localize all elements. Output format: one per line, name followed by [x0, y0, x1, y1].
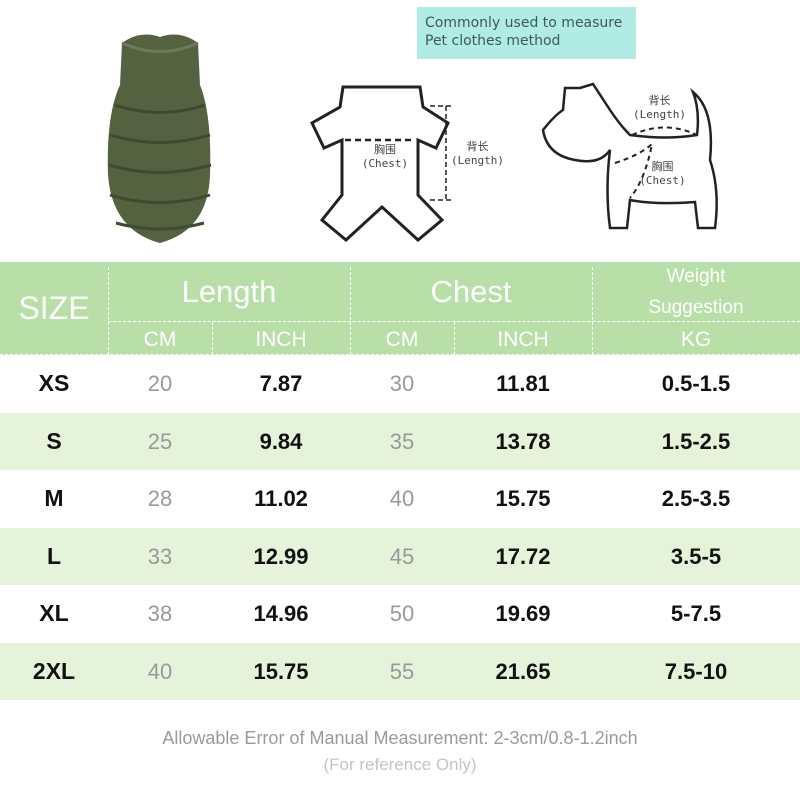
chest-inch-cell: 17.72 [495, 543, 551, 569]
length-inch-cell: 12.99 [253, 543, 309, 569]
length-inch-cell: 11.02 [254, 486, 308, 511]
size-cell: XS [38, 370, 70, 396]
dog-length-label: 背长 (Length) [622, 94, 697, 122]
chest-cm-cell: 45 [389, 543, 415, 569]
length-cm-cell: 33 [147, 543, 173, 569]
note-line-2: Pet clothes method [425, 33, 561, 49]
length-inch-cell: 9.84 [259, 428, 303, 454]
footer-reference: (For reference Only) [323, 755, 477, 774]
chest-cm-cell: 30 [389, 371, 415, 396]
weight-kg-cell: 3.5-5 [670, 543, 722, 569]
table-row: XS 20 7.87 30 11.81 0.5-1.5 [0, 355, 800, 412]
table-row: M 28 11.02 40 15.75 2.5-3.5 [0, 470, 800, 527]
length-inch-cell: 7.87 [259, 371, 303, 396]
header-chest: Chest [430, 274, 512, 309]
sub-chest-cm: CM [385, 328, 419, 351]
note-line-1: Commonly used to measure [425, 15, 623, 31]
sub-chest-inch: INCH [497, 328, 549, 351]
chest-cm-cell: 50 [389, 601, 415, 626]
divider [108, 267, 109, 355]
divider [592, 267, 593, 355]
weight-kg-cell: 7.5-10 [664, 658, 728, 684]
length-cm-cell: 28 [147, 486, 173, 511]
footer-error-note: Allowable Error of Manual Measurement: 2… [162, 728, 638, 748]
divider [350, 267, 351, 355]
shirt-chest-en: (Chest) [361, 157, 409, 170]
shirt-length-en: (Length) [451, 154, 504, 167]
chest-inch-cell: 15.75 [495, 486, 551, 511]
shirt-diagram [310, 85, 452, 242]
dog-chest-cn: 胸围 [651, 160, 674, 173]
chest-inch-cell: 21.65 [495, 658, 551, 684]
shirt-length-cn: 背长 [466, 140, 489, 153]
dog-length-cn: 背长 [648, 94, 671, 107]
divider [454, 322, 455, 355]
divider [212, 322, 213, 355]
divider [108, 321, 800, 322]
measure-note: Commonly used to measure Pet clothes met… [417, 7, 636, 59]
chest-cm-cell: 35 [389, 428, 415, 454]
chest-cm-cell: 55 [389, 658, 415, 684]
sub-weight-kg: KG [680, 328, 712, 351]
table-row: XL 38 14.96 50 19.69 5-7.5 [0, 585, 800, 642]
size-cell: S [46, 427, 62, 454]
vest-image [107, 34, 212, 243]
header-weight-2: Suggestion [648, 297, 744, 318]
weight-kg-cell: 5-7.5 [670, 601, 722, 626]
table-row: S 25 9.84 35 13.78 1.5-2.5 [0, 412, 800, 470]
chest-inch-cell: 11.81 [496, 371, 550, 396]
length-cm-cell: 40 [147, 658, 173, 684]
dog-diagram [541, 82, 718, 230]
header-size: SIZE [18, 290, 90, 326]
length-inch-cell: 15.75 [253, 658, 309, 684]
header-weight-1: Weight [666, 266, 726, 287]
chest-inch-cell: 13.78 [495, 428, 551, 454]
length-cm-cell: 38 [147, 601, 173, 626]
dog-chest-label: 胸围 (Chest) [630, 160, 695, 188]
size-cell: L [46, 542, 62, 569]
size-cell: 2XL [32, 657, 76, 684]
weight-kg-cell: 2.5-3.5 [661, 486, 731, 511]
length-cm-cell: 20 [147, 371, 173, 396]
shirt-chest-label: 胸围 (Chest) [345, 143, 425, 171]
chest-cm-cell: 40 [389, 486, 415, 511]
table-row: L 33 12.99 45 17.72 3.5-5 [0, 527, 800, 585]
table-row: 2XL 40 15.75 55 21.65 7.5-10 [0, 642, 800, 700]
header-length: Length [181, 274, 277, 309]
table-header: SIZE Length Chest Weight Suggestion CM I… [0, 262, 800, 355]
dog-chest-en: (Chest) [639, 174, 686, 187]
sub-length-inch: INCH [255, 328, 307, 351]
size-cell: XL [39, 600, 69, 626]
weight-kg-cell: 0.5-1.5 [661, 371, 731, 396]
dog-length-en: (Length) [633, 108, 686, 121]
chest-inch-cell: 19.69 [495, 601, 551, 626]
length-cm-cell: 25 [147, 428, 173, 454]
sub-length-cm: CM [143, 328, 177, 351]
length-inch-cell: 14.96 [253, 601, 309, 626]
size-cell: M [44, 485, 64, 511]
shirt-length-label: 背长 (Length) [445, 140, 510, 168]
shirt-chest-cn: 胸围 [374, 143, 396, 156]
divider [0, 354, 800, 355]
weight-kg-cell: 1.5-2.5 [661, 428, 731, 454]
